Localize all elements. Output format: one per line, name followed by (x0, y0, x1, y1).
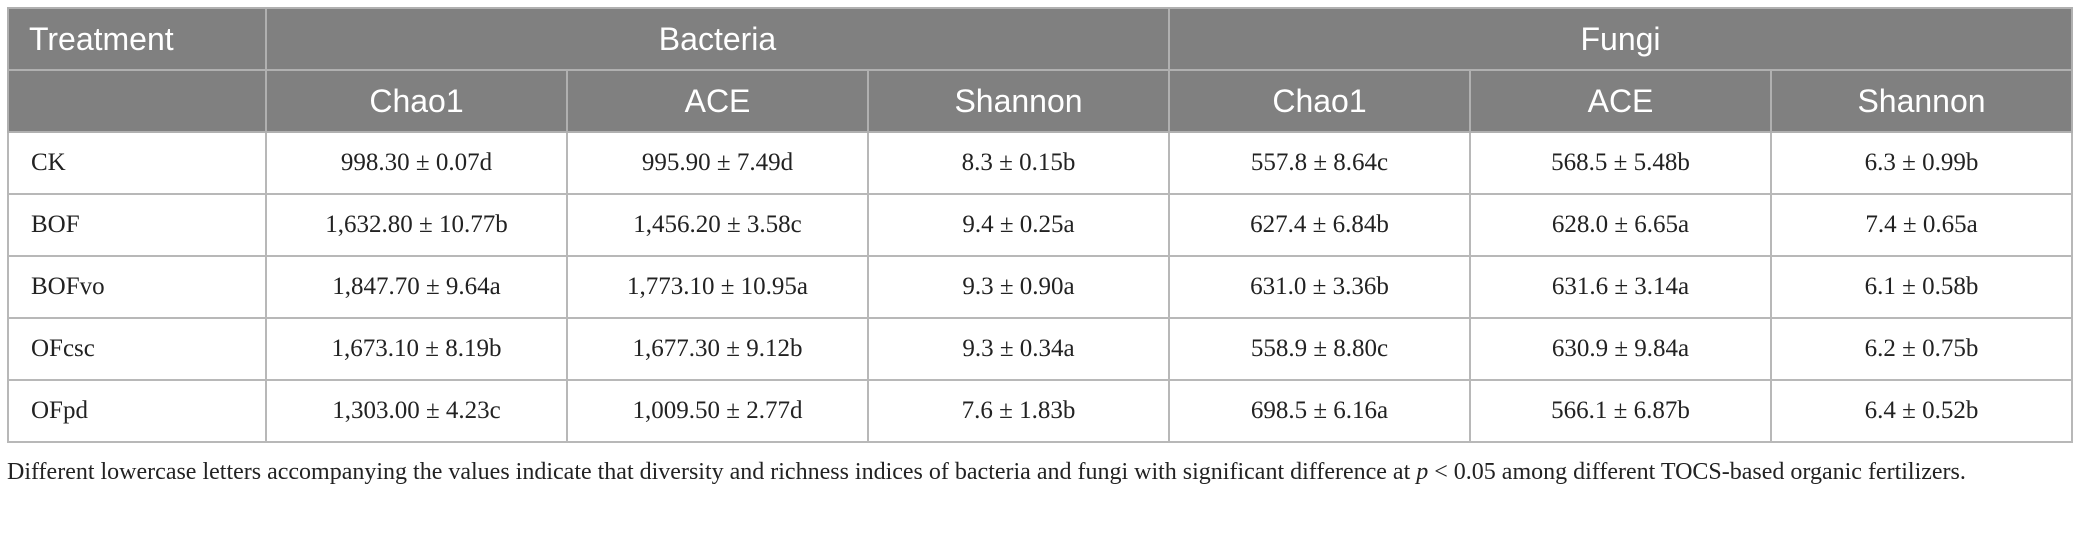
header-cell: ACE (1469, 69, 1772, 133)
table-row: CK 998.30 ± 0.07d 995.90 ± 7.49d 8.3 ± 0.15… (7, 131, 2074, 195)
header-cell: Treatment (7, 7, 267, 71)
table-cell: 1,773.10 ± 10.95a (566, 255, 869, 319)
footnote: Different lowercase letters accompanying… (7, 455, 2071, 490)
table-cell: 631.6 ± 3.14a (1469, 255, 1772, 319)
table-cell: 568.5 ± 5.48b (1469, 131, 1772, 195)
header-cell: Fungi (1167, 7, 2074, 71)
table-row: BOFvo 1,847.70 ± 9.64a 1,773.10 ± 10.95a 9.… (7, 255, 2074, 319)
table-cell: 566.1 ± 6.87b (1469, 379, 1772, 443)
header-cell: ACE (566, 69, 869, 133)
data-table: Treatment Bacteria Fungi Chao1 ACE Shannon… (7, 7, 2074, 443)
table-row: OFcsc 1,673.10 ± 8.19b 1,677.30 ± 9.12b 9.3… (7, 317, 2074, 381)
table-row: OFpd 1,303.00 ± 4.23c 1,009.50 ± 2.77d 7.6 … (7, 379, 2074, 443)
header-cell: Chao1 (1168, 69, 1471, 133)
table-cell: 7.4 ± 0.65a (1769, 193, 2074, 257)
table-cell: 1,847.70 ± 9.64a (265, 255, 568, 319)
table-cell: 628.0 ± 6.65a (1469, 193, 1772, 257)
table-cell: BOFvo (7, 255, 267, 319)
table-cell: 6.1 ± 0.58b (1769, 255, 2074, 319)
table-cell: 558.9 ± 8.80c (1168, 317, 1471, 381)
table-cell: 9.3 ± 0.34a (867, 317, 1170, 381)
footnote-text: < 0.05 among different TOCS-based organi… (1428, 459, 1966, 485)
table-cell: 1,303.00 ± 4.23c (265, 379, 568, 443)
table-cell: 1,456.20 ± 3.58c (566, 193, 869, 257)
table-cell: 998.30 ± 0.07d (265, 131, 568, 195)
table-cell: OFcsc (7, 317, 267, 381)
header-cell: Bacteria (265, 7, 1170, 71)
table-row: BOF 1,632.80 ± 10.77b 1,456.20 ± 3.58c 9.4 … (7, 193, 2074, 257)
table-cell: 557.8 ± 8.64c (1168, 131, 1471, 195)
table-cell: 627.4 ± 6.84b (1168, 193, 1471, 257)
table-cell: OFpd (7, 379, 267, 443)
table-cell: 630.9 ± 9.84a (1469, 317, 1772, 381)
header-cell: Shannon (867, 69, 1170, 133)
table-cell: 6.4 ± 0.52b (1769, 379, 2074, 443)
table-cell: 6.3 ± 0.99b (1769, 131, 2074, 195)
header-cell: Chao1 (265, 69, 568, 133)
table-cell: 9.3 ± 0.90a (867, 255, 1170, 319)
table-cell: 698.5 ± 6.16a (1168, 379, 1471, 443)
table-cell: 631.0 ± 3.36b (1168, 255, 1471, 319)
table-cell: 7.6 ± 1.83b (867, 379, 1170, 443)
table-body: CK 998.30 ± 0.07d 995.90 ± 7.49d 8.3 ± 0.15… (7, 131, 2074, 443)
table-cell: 1,677.30 ± 9.12b (566, 317, 869, 381)
header-cell: Shannon (1769, 69, 2074, 133)
header-row: Chao1 ACE Shannon Chao1 ACE Shannon (7, 69, 2074, 133)
table-cell: 1,009.50 ± 2.77d (566, 379, 869, 443)
table-cell: 1,632.80 ± 10.77b (265, 193, 568, 257)
table-wrap: Treatment Bacteria Fungi Chao1 ACE Shannon… (7, 7, 2074, 443)
table-cell: CK (7, 131, 267, 195)
table-cell: 1,673.10 ± 8.19b (265, 317, 568, 381)
table-cell: 9.4 ± 0.25a (867, 193, 1170, 257)
table-cell: 8.3 ± 0.15b (867, 131, 1170, 195)
table-cell: 6.2 ± 0.75b (1769, 317, 2074, 381)
footnote-text: p (1416, 459, 1429, 485)
table-cell: BOF (7, 193, 267, 257)
table-cell: 995.90 ± 7.49d (566, 131, 869, 195)
footnote-text: Different lowercase letters accompanying… (7, 459, 1417, 485)
header-row: Treatment Bacteria Fungi (7, 7, 2074, 71)
header-cell (7, 69, 267, 133)
